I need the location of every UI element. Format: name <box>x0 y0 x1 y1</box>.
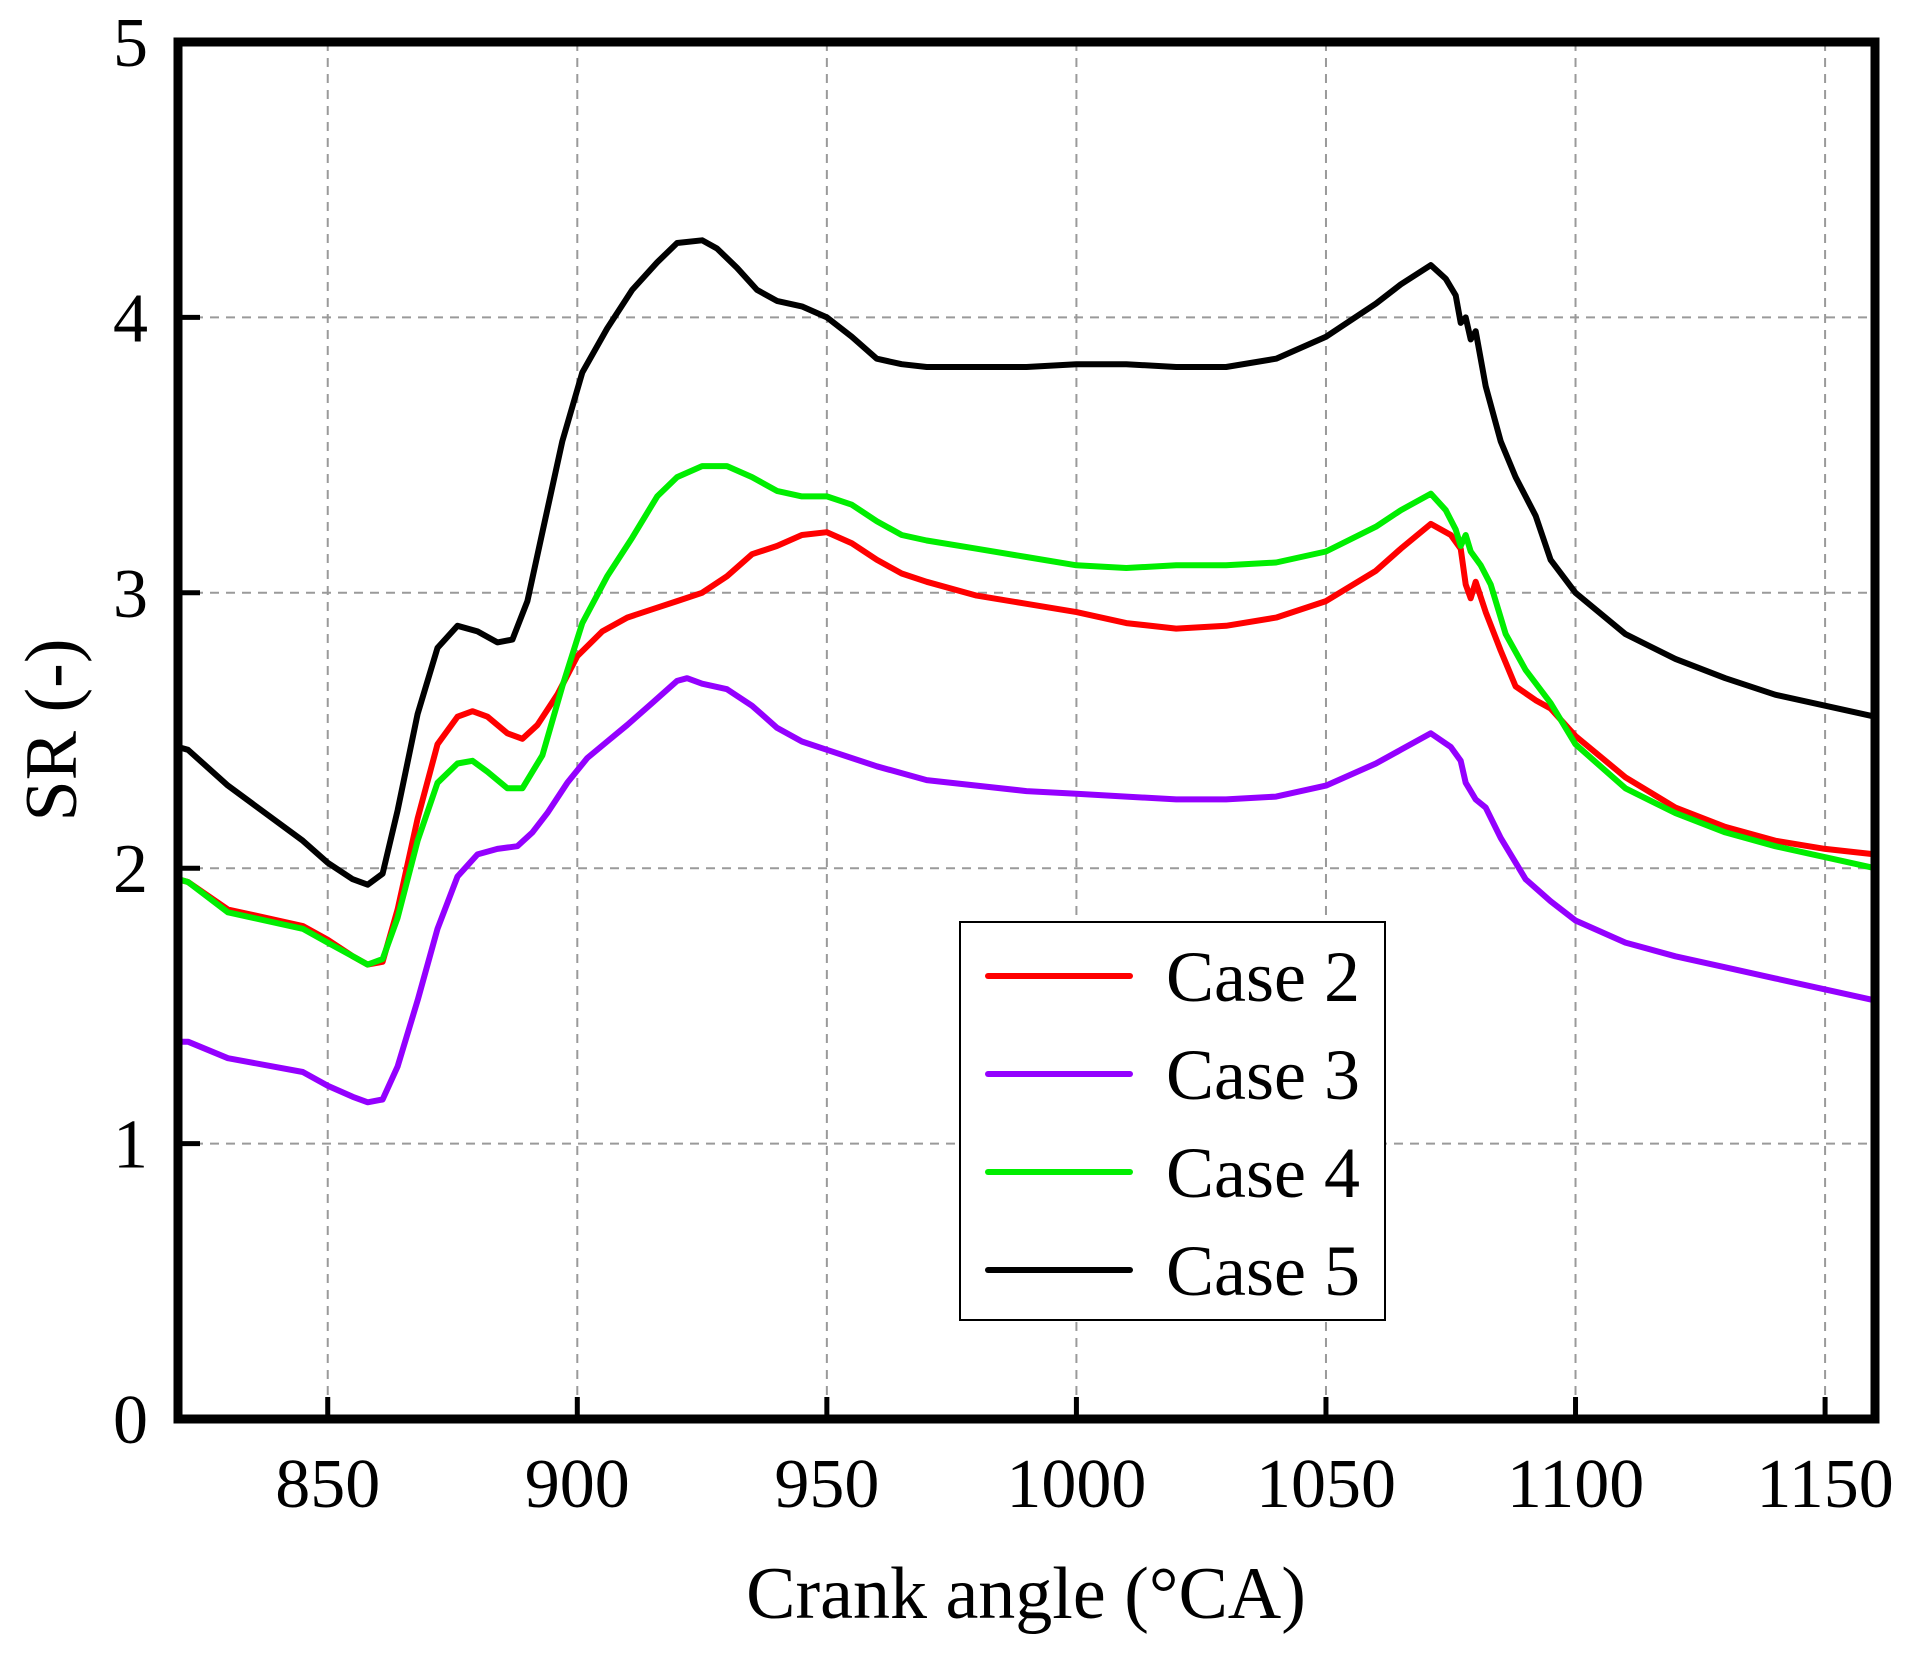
x-tick-label: 1100 <box>1507 1446 1644 1523</box>
y-tick-label: 5 <box>113 5 148 82</box>
axis-ticks: 850 900 950 1000 1050 1100 1150 0 1 2 3 4 5 <box>113 5 1894 1523</box>
y-tick-label: 1 <box>113 1107 148 1184</box>
y-tick-label: 2 <box>113 831 148 908</box>
series-line-case-4 <box>175 463 1878 968</box>
legend-label: Case 5 <box>1166 1231 1360 1311</box>
x-axis-label: Crank angle (°CA) <box>746 1553 1306 1635</box>
legend-label: Case 2 <box>1166 937 1360 1017</box>
series-line-case-3 <box>175 675 1878 1106</box>
x-tick-label: 950 <box>774 1446 879 1523</box>
legend: Case 2 Case 3 Case 4 Case 5 <box>959 921 1386 1321</box>
y-axis-label: SR (-) <box>11 639 93 822</box>
y-tick-label: 3 <box>113 556 148 633</box>
y-tick-label: 0 <box>113 1382 148 1459</box>
x-tick-label: 1150 <box>1756 1446 1893 1523</box>
data-series <box>175 237 1878 1106</box>
x-tick-label: 900 <box>525 1446 630 1523</box>
x-tick-label: 850 <box>275 1446 380 1523</box>
x-tick-label: 1050 <box>1256 1446 1396 1523</box>
series-line-case-2 <box>175 520 1878 968</box>
legend-box <box>959 921 1386 1321</box>
legend-label: Case 3 <box>1166 1035 1360 1115</box>
grid <box>178 42 1875 1419</box>
y-tick-label: 4 <box>113 280 148 357</box>
legend-label: Case 4 <box>1166 1133 1360 1213</box>
plot-area-frame <box>173 37 1880 1424</box>
series-line-case-5 <box>175 237 1878 888</box>
x-tick-label: 1000 <box>1006 1446 1146 1523</box>
